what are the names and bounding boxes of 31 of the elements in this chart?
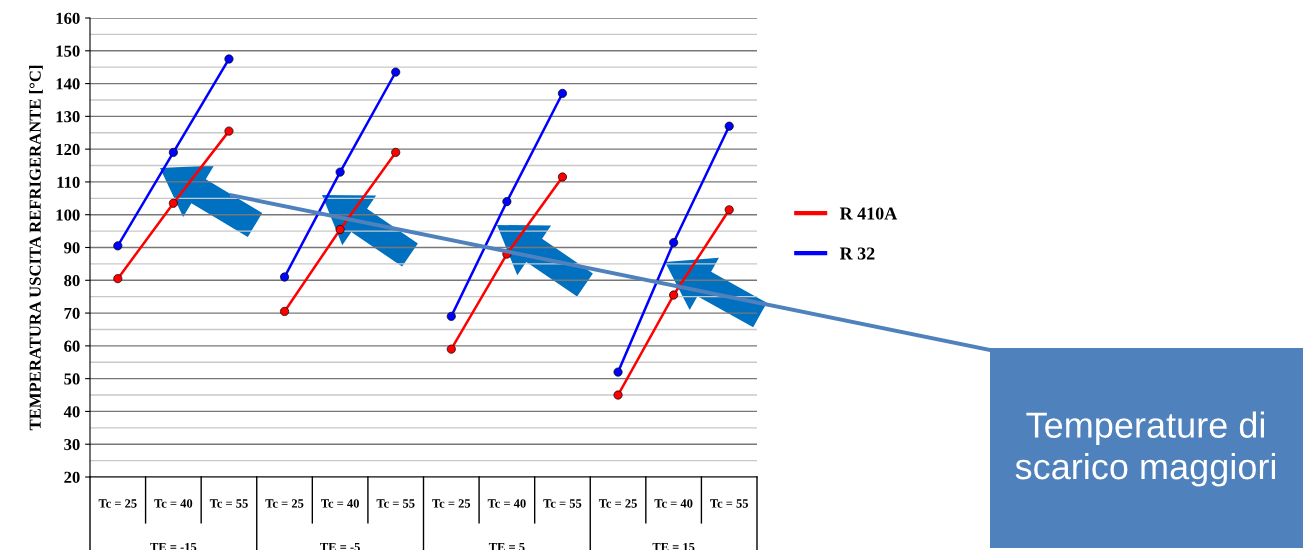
- legend-label: R 32: [839, 247, 875, 260]
- y-tick-label: 150: [56, 45, 80, 57]
- y-tick-label: 130: [56, 111, 80, 123]
- y-axis-title: TEMPERATURA USCITA REFRIGERANTE [°C]: [29, 65, 43, 431]
- y-tick-label: 100: [56, 209, 80, 221]
- y-tick-label: 120: [56, 143, 80, 156]
- y-tick-label: 70: [64, 307, 80, 320]
- legend-label: R 410A: [839, 207, 898, 220]
- x-tick-label: Tc = 25: [432, 499, 471, 508]
- x-tick-label: Tc = 40: [321, 499, 359, 508]
- x-tick-label: Tc = 40: [154, 499, 193, 508]
- x-tick-label: Tc = 55: [543, 499, 582, 508]
- x-tick-label: Tc = 25: [598, 499, 637, 508]
- y-tick-label: 40: [63, 406, 80, 418]
- y-tick-label: 110: [57, 176, 80, 188]
- y-tick-label: 50: [64, 373, 80, 385]
- x-tick-label: Tc = 25: [98, 499, 137, 508]
- y-tick-label: 140: [56, 78, 80, 90]
- x-tick-label: Tc = 55: [209, 499, 248, 508]
- y-tick-label: 30: [64, 438, 80, 451]
- y-tick-label: 90: [64, 242, 80, 254]
- y-tick-label: 160: [56, 12, 80, 24]
- text: Temperature di scarico maggiori: [1015, 411, 1276, 487]
- y-tick-label: 20: [64, 471, 80, 483]
- x-tick-label: Tc = 55: [376, 499, 415, 508]
- x-tick-label: Tc = 55: [710, 499, 749, 508]
- y-tick-label: 80: [64, 274, 80, 287]
- x-tick-label: Tc = 40: [487, 499, 526, 508]
- x-tick-label: Tc = 40: [654, 499, 693, 508]
- y-tick-label: 60: [64, 340, 80, 352]
- x-tick-label: Tc = 25: [265, 499, 304, 508]
